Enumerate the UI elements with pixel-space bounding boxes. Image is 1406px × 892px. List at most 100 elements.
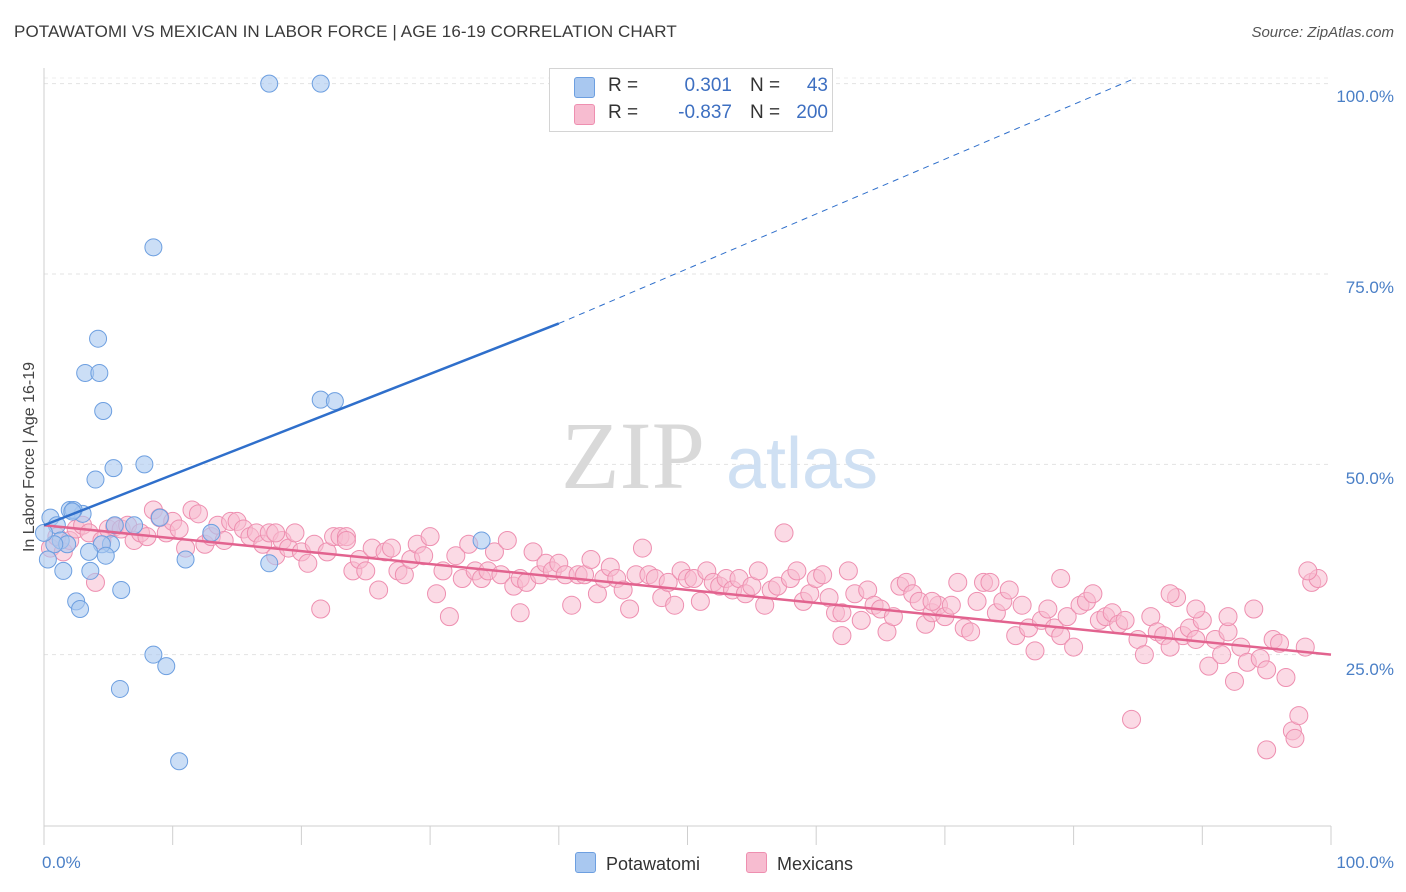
mexicans-point	[1298, 561, 1318, 581]
mexicans-point	[414, 546, 434, 566]
source-label: Source: ZipAtlas.com	[1251, 24, 1394, 41]
potawatomi-point	[105, 516, 124, 535]
mexicans-point	[1122, 709, 1142, 729]
y-tick-label: 75.0%	[1345, 278, 1394, 297]
mexicans-point	[941, 595, 961, 615]
bottom-legend-mexicans[interactable]: Mexicans	[746, 852, 853, 875]
mexicans-point	[1134, 645, 1154, 665]
watermark-zip: ZIP	[561, 402, 705, 509]
mexicans-point	[1057, 607, 1077, 627]
potawatomi-point	[80, 542, 99, 561]
x-tick-label: 100.0%	[1336, 853, 1394, 872]
y-tick-label: 100.0%	[1336, 87, 1394, 106]
potawatomi-point	[144, 645, 163, 664]
trend-lines	[43, 79, 1332, 656]
mexicans-point	[690, 591, 710, 611]
r-value: -0.837	[678, 102, 732, 123]
potawatomi-point	[170, 752, 189, 771]
mexicans-point	[838, 561, 858, 581]
potawatomi-point	[94, 402, 113, 421]
mexicans-point	[632, 538, 652, 558]
mexicans-point	[497, 530, 517, 550]
axes	[43, 68, 1332, 845]
r-label: R =	[608, 102, 639, 123]
mexicans-point	[665, 595, 685, 615]
potawatomi-point	[104, 459, 123, 478]
mexicans-swatch	[574, 104, 595, 125]
mexicans-point	[999, 580, 1019, 600]
mexicans-point	[439, 607, 459, 627]
mexicans-point	[446, 546, 466, 566]
potawatomi-point	[90, 363, 109, 382]
mexicans-point	[948, 572, 968, 592]
mexicans-point	[774, 523, 794, 543]
potawatomi-swatch	[575, 852, 596, 873]
n-label: N =	[750, 75, 781, 96]
potawatomi-point	[112, 580, 131, 599]
mexicans-point	[1083, 584, 1103, 604]
correlation-legend: R = 0.301 N = 43 R = -0.837 N = 200	[549, 68, 833, 132]
mexicans-point	[266, 523, 286, 543]
mexicans-point	[1270, 633, 1290, 653]
potawatomi-point	[260, 554, 279, 573]
mexicans-trend-line	[43, 523, 1332, 656]
mexicans-point	[1064, 637, 1084, 657]
watermark-atlas: atlas	[726, 424, 878, 504]
mexicans-point	[1160, 584, 1180, 604]
bottom-legend-potawatomi[interactable]: Potawatomi	[575, 852, 700, 875]
mexicans-point	[1257, 740, 1277, 760]
mexicans-point	[1257, 660, 1277, 680]
potawatomi-point	[110, 679, 129, 698]
potawatomi-point	[202, 523, 221, 542]
mexicans-point	[1186, 599, 1206, 619]
potawatomi-trend-extension	[558, 79, 1132, 324]
mexicans-point	[967, 591, 987, 611]
mexicans-point	[1285, 728, 1305, 748]
mexicans-point	[356, 561, 376, 581]
y-axis-label: In Labor Force | Age 16-19	[21, 361, 38, 553]
mexicans-point	[311, 599, 331, 619]
mexicans-point	[336, 530, 356, 550]
mexicans-point	[484, 542, 504, 562]
potawatomi-trend-line	[43, 322, 560, 527]
mexicans-point	[1115, 610, 1135, 630]
potawatomi-point	[54, 561, 73, 580]
r-label: R =	[608, 75, 639, 96]
potawatomi-point	[45, 535, 64, 554]
potawatomi-point	[38, 550, 57, 569]
mexicans-points	[40, 500, 1328, 760]
potawatomi-point	[144, 238, 163, 257]
mexicans-point	[832, 603, 852, 623]
mexicans-point	[369, 580, 389, 600]
mexicans-point	[1051, 569, 1071, 589]
mexicans-point	[188, 504, 208, 524]
potawatomi-point	[176, 550, 195, 569]
mexicans-point	[980, 572, 1000, 592]
x-tick-label: 0.0%	[42, 853, 81, 872]
mexicans-point	[523, 542, 543, 562]
mexicans-point	[961, 622, 981, 642]
mexicans-point	[562, 595, 582, 615]
mexicans-point	[851, 610, 871, 630]
mexicans-point	[832, 626, 852, 646]
mexicans-point	[813, 565, 833, 585]
n-value: 43	[806, 75, 828, 96]
y-tick-label: 50.0%	[1345, 469, 1394, 488]
potawatomi-point	[135, 455, 154, 474]
chart-title: POTAWATOMI VS MEXICAN IN LABOR FORCE | A…	[14, 22, 677, 41]
mexicans-point	[1218, 607, 1238, 627]
mexicans-point	[381, 538, 401, 558]
mexicans-point	[748, 561, 768, 581]
mexicans-point	[1289, 706, 1309, 726]
potawatomi-label: Potawatomi	[606, 854, 701, 874]
potawatomi-point	[71, 599, 90, 618]
n-value: 200	[796, 102, 828, 123]
mexicans-point	[1199, 656, 1219, 676]
mexicans-point	[1244, 599, 1264, 619]
mexicans-point	[1276, 668, 1296, 688]
r-value: 0.301	[684, 75, 732, 96]
mexicans-point	[510, 603, 530, 623]
mexicans-point	[298, 553, 318, 573]
potawatomi-point	[157, 657, 176, 676]
